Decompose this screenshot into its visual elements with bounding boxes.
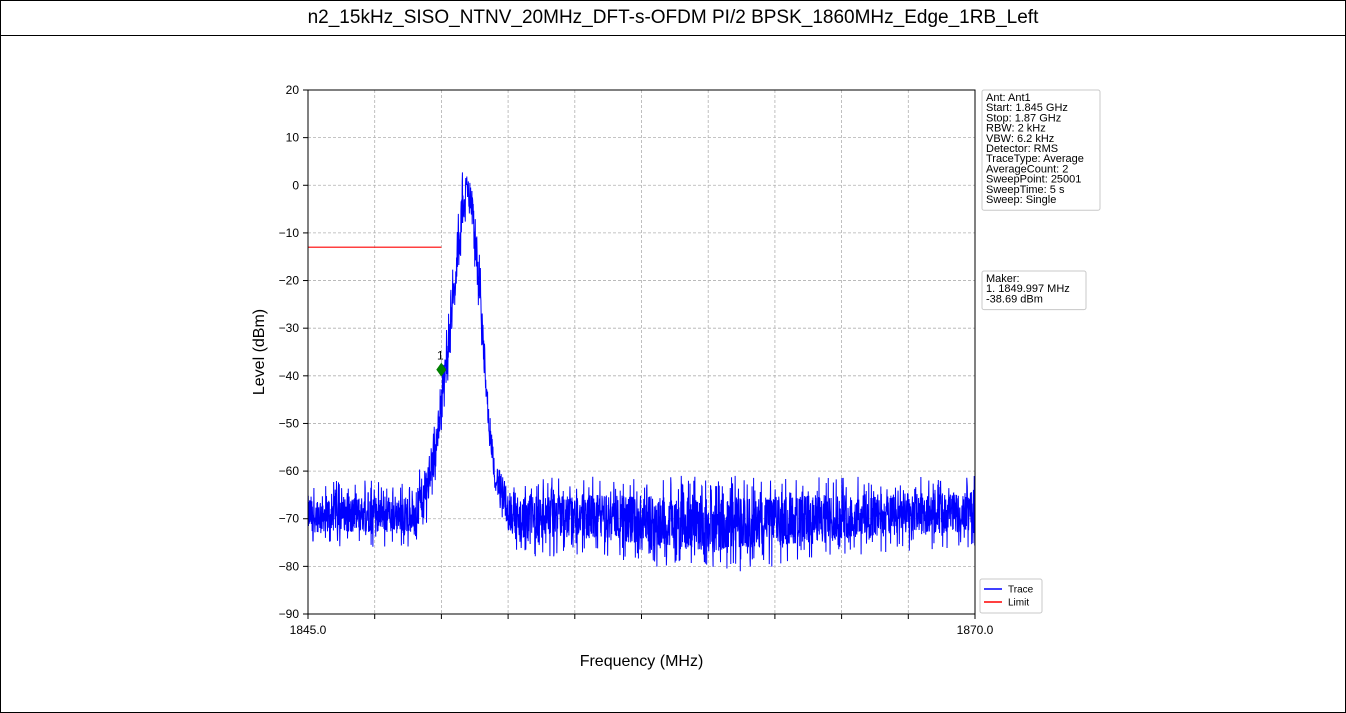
spectrum-chart: 1 20 10 0 −10 −20 −30 −40 −50 −60 −70 −80 −90 1845.0… [251,83,1101,670]
marker-info-line: Maker: [986,273,1020,285]
info-line: Detector: RMS [986,143,1058,155]
y-tick-label: −60 [279,464,300,478]
info-line: TraceType: Average [986,153,1084,165]
y-tick-label: −20 [279,274,300,288]
info-line: VBW: 6.2 kHz [986,133,1054,145]
info-line: Stop: 1.87 GHz [986,112,1061,124]
trace-line [307,172,976,572]
x-tick-label: 1845.0 [290,623,327,637]
marker-info-line: 1. 1849.997 MHz [986,283,1070,295]
y-tick-label: 0 [292,178,299,192]
legend-label: Trace [1008,585,1034,596]
y-tick-label: −90 [279,607,300,621]
x-axis-label: Frequency (MHz) [580,653,704,670]
marker-diamond [436,362,447,377]
marker-info-line: -38.69 dBm [986,293,1043,305]
info-line: AverageCount: 2 [986,163,1068,175]
legend-label: Limit [1008,598,1029,609]
y-tick-label: 20 [286,83,300,97]
y-tick-label: 10 [286,131,300,145]
marker-group: 1 [436,349,447,377]
marker-label: 1 [437,349,444,363]
y-tick-label: −80 [279,559,300,573]
info-line: Start: 1.845 GHz [986,102,1068,114]
y-tick-label: −40 [279,369,300,383]
chart-title: n2_15kHz_SISO_NTNV_20MHz_DFT-s-OFDM PI/2… [1,1,1345,36]
y-tick-label: −70 [279,512,300,526]
y-tick-label: −10 [279,226,300,240]
info-box-frame [981,89,1101,211]
y-tick-label: −30 [279,321,300,335]
marker-info-box: Maker:1. 1849.997 MHz -38.69 dBm [981,270,1087,311]
trace-series [307,172,976,572]
legend: Trace Limit [979,578,1043,614]
y-axis-label: Level (dBm) [251,309,268,395]
info-line: Sweep: Single [986,194,1056,206]
axes: 20 10 0 −10 −20 −30 −40 −50 −60 −70 −80 −90 1845.0 18… [279,83,994,637]
x-tick-label: 1870.0 [957,623,994,637]
info-line: SweepTime: 5 s [986,184,1065,196]
marker-box-frame [981,270,1087,311]
legend-frame [979,578,1043,614]
y-tick-label: −50 [279,416,300,430]
info-line: Ant: Ant1 [986,92,1031,104]
info-line: SweepPoint: 25001 [986,174,1081,186]
info-line: RBW: 2 kHz [986,123,1046,135]
